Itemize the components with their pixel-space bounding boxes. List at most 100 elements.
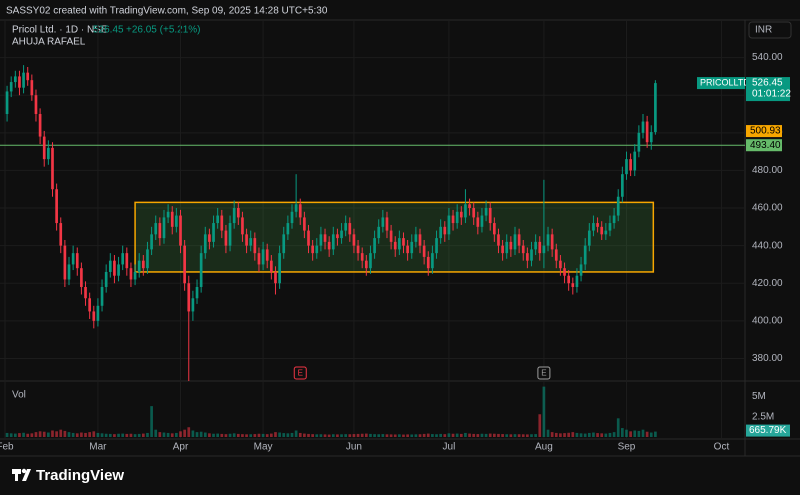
- volume-bar: [501, 434, 504, 437]
- candle-body: [34, 95, 38, 115]
- candle-body: [67, 264, 71, 280]
- volume-bar: [315, 434, 319, 437]
- candle-body: [596, 223, 599, 227]
- volume-bar: [389, 434, 393, 437]
- candle-body: [270, 260, 273, 272]
- candle-body: [220, 215, 224, 231]
- candle-body: [377, 226, 381, 239]
- candle-body: [298, 204, 302, 218]
- candle-body: [125, 253, 129, 269]
- volume-bar: [96, 432, 100, 437]
- volume-bar: [505, 434, 509, 437]
- volume-bar: [71, 432, 75, 437]
- volume-tag-label: 665.79K: [749, 425, 787, 436]
- volume-bar: [63, 430, 67, 437]
- volume-bar: [319, 434, 323, 437]
- volume-bar: [137, 433, 141, 437]
- volume-bar: [75, 433, 79, 437]
- candle-body: [571, 283, 575, 287]
- candle-body: [649, 132, 653, 143]
- volume-bar: [414, 434, 418, 437]
- candle-body: [352, 234, 356, 246]
- candle-body: [521, 245, 525, 254]
- earnings-label: E: [298, 369, 303, 378]
- candle-body: [402, 238, 405, 246]
- candle-body: [526, 253, 529, 261]
- volume-bar: [253, 434, 257, 437]
- volume-bar: [92, 431, 96, 437]
- ma-tag: [746, 125, 782, 138]
- candle-body: [414, 234, 418, 242]
- volume-bar: [451, 433, 455, 437]
- candle-body: [179, 215, 182, 246]
- candle-body: [311, 245, 314, 254]
- volume-bar: [261, 433, 265, 437]
- candle-body: [133, 271, 137, 280]
- candle-body: [63, 245, 67, 280]
- volume-bar: [121, 433, 125, 437]
- volume-bar: [488, 433, 492, 437]
- candle-body: [108, 260, 112, 272]
- candle-body: [575, 275, 579, 287]
- candle-body: [360, 253, 364, 261]
- candle-body: [616, 196, 620, 216]
- volume-bar: [472, 433, 476, 437]
- candle-body: [550, 234, 554, 250]
- volume-title: Vol: [12, 390, 26, 401]
- price-tag-label: 526.45: [752, 78, 783, 89]
- candle-body: [307, 230, 310, 246]
- volume-bar: [294, 430, 298, 437]
- volume-bar: [108, 433, 112, 437]
- volume-bar: [55, 431, 58, 437]
- volume-bar: [385, 434, 389, 437]
- candle-body: [203, 234, 207, 254]
- volume-bar: [117, 433, 120, 437]
- candle-body: [398, 238, 401, 250]
- symbol-tag: [697, 77, 745, 90]
- candle-body: [315, 245, 319, 254]
- candle-body: [319, 234, 323, 246]
- volume-bar: [344, 434, 348, 437]
- volume-bar: [579, 433, 583, 437]
- candle-body: [422, 245, 426, 257]
- volume-bar: [393, 434, 397, 437]
- volume-bar: [228, 433, 232, 437]
- candle-body: [447, 215, 451, 235]
- volume-tick-label: 5M: [752, 391, 766, 402]
- candle-body: [117, 264, 120, 276]
- candle-body: [13, 76, 17, 83]
- volume-bar: [290, 432, 294, 437]
- volume-bar: [455, 433, 459, 437]
- x-tick-label: Apr: [173, 442, 189, 453]
- x-tick-label: Jun: [346, 442, 362, 453]
- volume-bar: [133, 434, 137, 437]
- volume-bar: [154, 429, 158, 437]
- volume-bar: [410, 434, 414, 437]
- candle-body: [257, 253, 261, 265]
- volume-bar: [203, 432, 207, 437]
- volume-bar: [426, 433, 430, 437]
- candle-body: [42, 136, 46, 160]
- volume-bar: [645, 431, 649, 437]
- volume-bar: [84, 432, 87, 437]
- volume-bar: [100, 433, 104, 437]
- candle-body: [625, 159, 628, 175]
- candle-body: [336, 234, 339, 239]
- volume-bar: [439, 433, 443, 437]
- x-tick-label: Sep: [618, 442, 636, 453]
- volume-tick-label: 2.5M: [752, 411, 774, 422]
- candle-body: [592, 223, 595, 231]
- candle-body: [216, 215, 220, 224]
- volume-bar: [517, 434, 521, 437]
- candle-body: [191, 298, 195, 312]
- volume-bar: [311, 434, 314, 437]
- volume-bar: [575, 432, 579, 437]
- candle-body: [92, 311, 96, 321]
- volume-bar: [278, 432, 281, 437]
- volume-bar: [369, 433, 372, 437]
- candle-body: [505, 241, 509, 254]
- volume-bar: [468, 433, 471, 437]
- volume-bar: [5, 432, 9, 437]
